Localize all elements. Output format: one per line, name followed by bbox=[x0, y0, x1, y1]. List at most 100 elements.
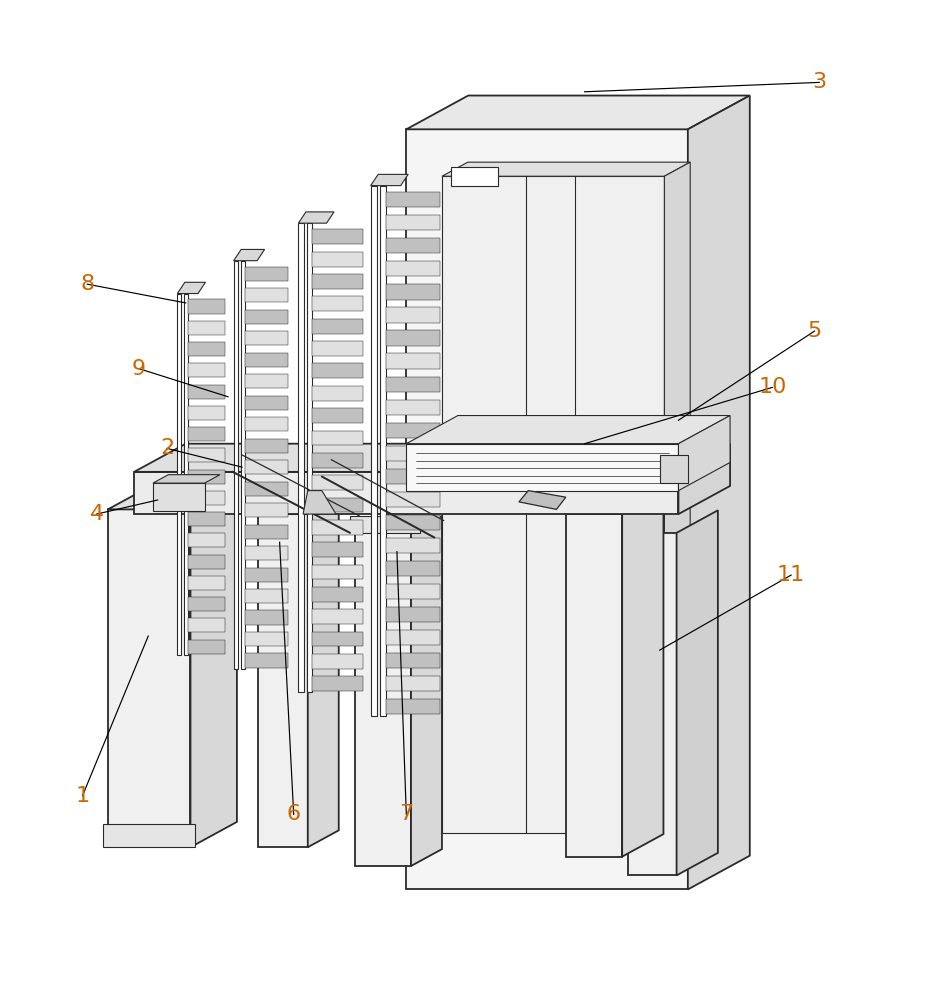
Polygon shape bbox=[245, 439, 288, 453]
Polygon shape bbox=[188, 385, 225, 399]
Polygon shape bbox=[307, 223, 312, 692]
Polygon shape bbox=[677, 510, 717, 875]
Polygon shape bbox=[177, 294, 181, 655]
Polygon shape bbox=[386, 284, 440, 300]
Polygon shape bbox=[312, 252, 363, 267]
Polygon shape bbox=[188, 342, 225, 356]
Polygon shape bbox=[103, 824, 195, 847]
Polygon shape bbox=[451, 167, 498, 186]
Polygon shape bbox=[312, 520, 363, 535]
Polygon shape bbox=[108, 509, 191, 847]
Polygon shape bbox=[688, 96, 750, 889]
Text: 9: 9 bbox=[132, 359, 146, 379]
Polygon shape bbox=[386, 469, 440, 484]
Polygon shape bbox=[406, 96, 750, 129]
Polygon shape bbox=[177, 282, 206, 294]
Polygon shape bbox=[386, 353, 440, 369]
Polygon shape bbox=[241, 261, 245, 669]
Polygon shape bbox=[188, 618, 225, 632]
Polygon shape bbox=[245, 288, 288, 302]
Polygon shape bbox=[386, 400, 440, 415]
Polygon shape bbox=[386, 607, 440, 622]
Polygon shape bbox=[386, 538, 440, 553]
Polygon shape bbox=[312, 341, 363, 356]
Polygon shape bbox=[253, 497, 317, 514]
Polygon shape bbox=[188, 299, 225, 314]
Polygon shape bbox=[565, 514, 622, 857]
Polygon shape bbox=[679, 416, 730, 491]
Polygon shape bbox=[350, 516, 420, 533]
Polygon shape bbox=[355, 533, 411, 866]
Polygon shape bbox=[386, 446, 440, 461]
Polygon shape bbox=[312, 363, 363, 378]
Polygon shape bbox=[665, 162, 690, 833]
Polygon shape bbox=[245, 589, 288, 603]
Polygon shape bbox=[108, 484, 237, 509]
Polygon shape bbox=[245, 653, 288, 668]
Polygon shape bbox=[188, 491, 225, 505]
Polygon shape bbox=[303, 491, 336, 514]
Polygon shape bbox=[298, 223, 304, 692]
Polygon shape bbox=[245, 374, 288, 388]
Polygon shape bbox=[312, 453, 363, 468]
Polygon shape bbox=[386, 192, 440, 207]
Polygon shape bbox=[386, 261, 440, 276]
Polygon shape bbox=[386, 330, 440, 346]
Polygon shape bbox=[411, 516, 442, 866]
Polygon shape bbox=[312, 386, 363, 401]
Polygon shape bbox=[312, 229, 363, 244]
Polygon shape bbox=[628, 533, 677, 875]
Polygon shape bbox=[245, 310, 288, 324]
Polygon shape bbox=[245, 546, 288, 560]
Polygon shape bbox=[406, 129, 688, 889]
Polygon shape bbox=[406, 444, 679, 491]
Polygon shape bbox=[386, 699, 440, 714]
Polygon shape bbox=[386, 307, 440, 323]
Polygon shape bbox=[386, 492, 440, 507]
Polygon shape bbox=[406, 416, 730, 444]
Polygon shape bbox=[312, 542, 363, 557]
Polygon shape bbox=[386, 215, 440, 230]
Polygon shape bbox=[188, 640, 225, 654]
Polygon shape bbox=[660, 455, 688, 483]
Polygon shape bbox=[519, 491, 565, 509]
Polygon shape bbox=[386, 584, 440, 599]
Polygon shape bbox=[386, 423, 440, 438]
Polygon shape bbox=[245, 331, 288, 345]
Text: 10: 10 bbox=[758, 377, 786, 397]
Text: 5: 5 bbox=[807, 321, 821, 341]
Polygon shape bbox=[312, 609, 363, 624]
Text: 3: 3 bbox=[812, 72, 826, 92]
Polygon shape bbox=[312, 408, 363, 423]
Polygon shape bbox=[245, 417, 288, 431]
Polygon shape bbox=[386, 653, 440, 668]
Polygon shape bbox=[245, 353, 288, 367]
Text: 1: 1 bbox=[76, 786, 90, 806]
Polygon shape bbox=[298, 212, 334, 223]
Polygon shape bbox=[679, 444, 730, 514]
Polygon shape bbox=[188, 533, 225, 547]
Polygon shape bbox=[371, 186, 377, 716]
Text: 6: 6 bbox=[287, 804, 301, 824]
Polygon shape bbox=[622, 492, 664, 857]
Polygon shape bbox=[183, 294, 188, 655]
Text: 11: 11 bbox=[777, 565, 805, 585]
Polygon shape bbox=[312, 587, 363, 602]
Polygon shape bbox=[258, 514, 308, 847]
Polygon shape bbox=[312, 296, 363, 311]
Polygon shape bbox=[386, 515, 440, 530]
Text: 4: 4 bbox=[90, 504, 104, 524]
Polygon shape bbox=[245, 503, 288, 517]
Polygon shape bbox=[312, 632, 363, 646]
Polygon shape bbox=[191, 484, 237, 847]
Polygon shape bbox=[312, 676, 363, 691]
Polygon shape bbox=[312, 654, 363, 669]
Polygon shape bbox=[153, 475, 220, 483]
Polygon shape bbox=[188, 427, 225, 441]
Polygon shape bbox=[442, 176, 665, 833]
Polygon shape bbox=[245, 568, 288, 582]
Polygon shape bbox=[245, 460, 288, 474]
Polygon shape bbox=[245, 632, 288, 646]
Polygon shape bbox=[233, 261, 238, 669]
Text: 7: 7 bbox=[399, 804, 413, 824]
